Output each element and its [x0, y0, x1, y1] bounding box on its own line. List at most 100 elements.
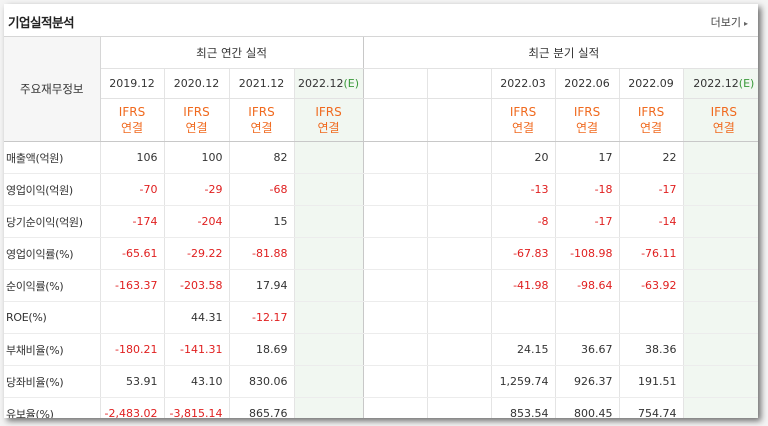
value-cell: 865.76: [228, 397, 294, 418]
value-cell: -12.17: [228, 301, 294, 334]
value-cell: [682, 237, 758, 270]
period-cell: 2022.06: [554, 68, 620, 99]
annual-title: 최근 연간 실적: [100, 36, 364, 69]
empty-cell: [426, 141, 492, 174]
consolidated-label: 연결: [185, 121, 208, 135]
row-label: 영업이익(억원): [4, 173, 100, 206]
value-cell: 106: [99, 141, 164, 174]
value-cell: -174: [99, 205, 164, 238]
value-cell: -29: [163, 173, 229, 206]
value-cell: -203.58: [163, 269, 229, 302]
table-row: 영업이익(억원) -70 -29 -68 -13 -18 -17: [4, 173, 758, 206]
period-label: 2022.12: [693, 77, 739, 90]
section-title: 기업실적분석: [8, 15, 75, 30]
value-cell: -29.22: [163, 237, 229, 270]
value-cell: -81.88: [228, 237, 294, 270]
value-cell: 20: [490, 141, 556, 174]
row-label: 당좌비율(%): [4, 365, 100, 398]
ifrs-cell: IFRS 연결: [228, 98, 294, 142]
value-cell: -70: [99, 173, 164, 206]
value-cell: 1,259.74: [490, 365, 556, 398]
ifrs-label: IFRS: [118, 105, 146, 119]
value-cell: 800.45: [554, 397, 620, 418]
financial-summary-panel: 기업실적분석 더보기 ▸ 주요재무정보 최근 연간 실적 최근 분기 실적 201…: [4, 4, 758, 418]
table-row: 매출액(억원) 106 100 82 20 17 22: [4, 141, 758, 174]
value-cell: [682, 269, 758, 302]
consolidated-label: 연결: [250, 121, 273, 135]
value-cell: -13: [490, 173, 556, 206]
value-cell: 754.74: [618, 397, 684, 418]
period-cell: 2022.09: [618, 68, 684, 99]
more-link[interactable]: 더보기 ▸: [711, 14, 748, 30]
period-cell: 2022.12(E): [682, 68, 758, 99]
value-cell: [490, 301, 556, 334]
value-cell: 82: [228, 141, 294, 174]
value-cell: 22: [618, 141, 684, 174]
value-cell: -65.61: [99, 237, 164, 270]
value-cell: 17: [554, 141, 620, 174]
empty-cell: [362, 397, 428, 418]
ifrs-label: IFRS: [248, 105, 275, 119]
value-cell: 18.69: [228, 333, 294, 366]
value-cell: 44.31: [163, 301, 229, 334]
value-cell: [682, 141, 758, 174]
value-cell: -17: [554, 205, 620, 238]
value-cell: 43.10: [163, 365, 229, 398]
consolidated-label: 연결: [120, 121, 144, 135]
value-cell: [293, 269, 364, 302]
ifrs-cell: IFRS 연결: [99, 98, 164, 142]
ifrs-label: IFRS: [637, 105, 665, 119]
value-cell: 53.91: [99, 365, 164, 398]
period-label: 2022.12: [298, 77, 344, 90]
consolidated-label: 연결: [640, 121, 663, 135]
value-cell: -68: [228, 173, 294, 206]
value-cell: [293, 237, 364, 270]
value-cell: [293, 173, 364, 206]
ifrs-cell: IFRS 연결: [163, 98, 229, 142]
quarter-title: 최근 분기 실적: [362, 36, 758, 69]
value-cell: -8: [490, 205, 556, 238]
value-cell: -17: [618, 173, 684, 206]
period-label: 2019.12: [109, 77, 155, 90]
empty-cell: [362, 301, 428, 334]
table-row: 당좌비율(%) 53.91 43.10 830.06 1,259.74 926.37 191…: [4, 365, 758, 398]
consolidated-label: 연결: [712, 121, 735, 135]
value-cell: [682, 205, 758, 238]
row-label: 유보율(%): [6, 407, 54, 419]
header-label: 주요재무정보: [4, 36, 101, 142]
value-cell: 38.36: [618, 333, 684, 366]
period-label: 2022.03: [500, 77, 546, 90]
consolidated-label: 연결: [512, 121, 535, 135]
empty-cell: [426, 333, 492, 366]
empty-cell: [426, 397, 492, 418]
period-cell-empty: [362, 68, 428, 99]
value-cell: [682, 365, 758, 398]
value-cell: 191.51: [618, 365, 684, 398]
empty-cell: [362, 365, 428, 398]
value-cell: -180.21: [99, 333, 164, 366]
header-row-period: 2019.12 2020.12 2021.12 2022.12(E) 2022.03 20…: [4, 68, 758, 99]
value-cell: -41.98: [490, 269, 556, 302]
value-cell: -141.31: [163, 333, 229, 366]
value-cell: -98.64: [554, 269, 620, 302]
estimate-suffix: (E): [738, 77, 755, 90]
period-cell: 2021.12: [228, 68, 294, 99]
table-row: 유보율(%) -2,483.02 -3,815.14 865.76 853.54 800.…: [4, 397, 758, 419]
empty-cell: [426, 269, 492, 302]
value-cell: [682, 301, 758, 334]
value-cell: [293, 365, 364, 398]
period-cell: 2022.12(E): [293, 68, 364, 99]
empty-cell: [362, 173, 428, 206]
period-label: 2020.12: [173, 77, 220, 90]
table-row: 순이익률(%) -163.37 -203.58 17.94 -41.98 -98.64 -6…: [4, 269, 758, 302]
value-cell: -2,483.02: [99, 397, 164, 418]
empty-cell: [426, 365, 492, 398]
ifrs-cell: IFRS 연결: [293, 98, 364, 142]
ifrs-label: IFRS: [315, 105, 342, 119]
value-cell: [293, 141, 364, 174]
value-cell: [293, 301, 364, 334]
empty-cell: [362, 269, 428, 302]
header-row-group: 주요재무정보 최근 연간 실적 최근 분기 실적: [4, 36, 758, 142]
ifrs-label: IFRS: [710, 105, 738, 119]
value-cell: 15: [228, 205, 294, 238]
